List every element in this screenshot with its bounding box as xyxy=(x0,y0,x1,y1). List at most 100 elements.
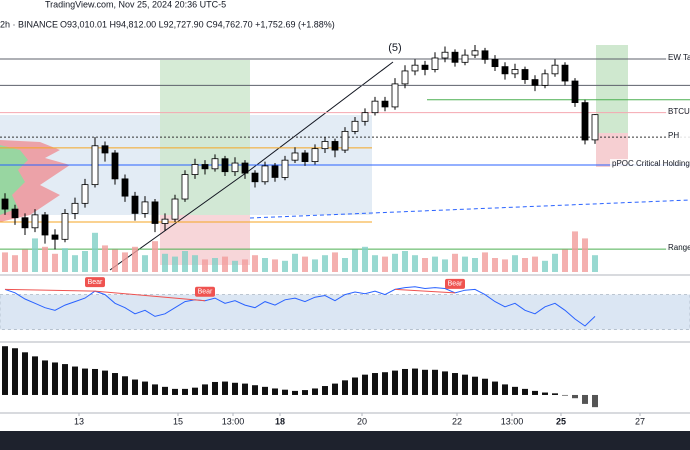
macd-bar xyxy=(362,374,368,395)
volume-bar xyxy=(402,251,408,272)
macd-bar xyxy=(222,381,228,395)
candle-body xyxy=(511,69,519,75)
candle-body xyxy=(141,201,149,214)
volume-bar xyxy=(462,256,468,272)
wave-line xyxy=(109,61,394,271)
candle-body xyxy=(161,218,169,224)
level-label: BTCU xyxy=(668,107,690,116)
candle-body xyxy=(311,148,319,163)
macd-bar xyxy=(62,364,68,395)
candle-body xyxy=(431,57,439,70)
candle-body xyxy=(341,130,349,151)
volume-bar xyxy=(432,256,438,272)
candle-body xyxy=(531,79,539,86)
volume-bar xyxy=(582,238,588,272)
volume-bar xyxy=(152,241,158,272)
macd-bar xyxy=(152,384,158,395)
macd-bar xyxy=(462,374,468,395)
ohlc: O93,010.01 H94,812.00 L92,727.90 C94,762… xyxy=(60,19,335,29)
macd-bar xyxy=(422,369,428,395)
level-label: EW Tar xyxy=(668,53,690,62)
volume-bar xyxy=(362,246,368,272)
x-tick-label: 20 xyxy=(357,416,367,426)
candle-body xyxy=(71,202,79,214)
x-tick-label: 15 xyxy=(173,416,183,426)
volume-bar xyxy=(352,249,358,272)
x-tick-label: 25 xyxy=(556,416,566,426)
macd-bar xyxy=(542,392,548,395)
volume-bar xyxy=(32,238,38,272)
candle-body xyxy=(291,152,299,161)
candle-body xyxy=(191,164,199,175)
volume-bar xyxy=(12,255,18,272)
bear-label: Bear xyxy=(88,279,103,286)
x-tick-label: 18 xyxy=(275,416,285,426)
candle-body xyxy=(581,102,589,141)
volume-bar xyxy=(292,253,298,272)
candle-body xyxy=(111,152,119,180)
toolbar xyxy=(0,431,690,450)
macd-bar xyxy=(572,394,578,399)
macd-bar xyxy=(582,394,588,404)
divergence-line xyxy=(394,288,456,294)
macd-bar xyxy=(32,356,38,395)
level-label-bg xyxy=(666,106,690,118)
volume-bar xyxy=(502,259,508,272)
macd-bar xyxy=(372,373,378,395)
macd-bar xyxy=(272,388,278,395)
macd-bar xyxy=(212,381,218,395)
volume-bar xyxy=(272,259,278,272)
bear-badge xyxy=(85,277,105,288)
candle-body xyxy=(381,100,389,108)
candle-body xyxy=(221,158,229,173)
volume-bar xyxy=(342,258,348,272)
volume-bar xyxy=(552,253,558,272)
bear-badge xyxy=(195,286,215,297)
symbol: 2h · BINANCE xyxy=(0,19,58,29)
candle-body xyxy=(521,69,529,80)
macd-bar xyxy=(102,370,108,395)
macd-bar xyxy=(352,377,358,395)
x-tick-label: 27 xyxy=(635,416,645,426)
candle-body xyxy=(201,164,209,170)
candle-body xyxy=(401,70,409,85)
macd-bar xyxy=(122,376,128,395)
macd-bar xyxy=(182,388,188,395)
candle-body xyxy=(121,178,129,197)
macd-bar xyxy=(262,386,268,395)
candle-body xyxy=(551,64,559,75)
candle-body xyxy=(491,59,499,68)
candle-body xyxy=(351,120,359,132)
candle-body xyxy=(51,234,59,240)
macd-bar xyxy=(292,390,298,395)
x-tick-label: 13:00 xyxy=(222,416,245,426)
candle-body xyxy=(421,64,429,70)
macd-bar xyxy=(112,373,118,395)
candle-body xyxy=(361,112,369,122)
candle-body xyxy=(591,114,599,141)
macd-bar xyxy=(562,394,568,396)
macd-bar xyxy=(92,368,98,395)
macd-bar xyxy=(412,368,418,395)
volume-bar xyxy=(232,260,238,272)
candle-body xyxy=(571,80,579,104)
volume-bar xyxy=(382,256,388,272)
rsi-line xyxy=(4,286,596,327)
volume-bar xyxy=(242,259,248,272)
candle-body xyxy=(61,213,69,240)
macd-bar xyxy=(132,379,138,395)
volume-bar xyxy=(112,249,118,272)
macd-bar xyxy=(442,371,448,395)
volume-bar xyxy=(202,259,208,272)
candle-body xyxy=(271,165,279,178)
candle-body xyxy=(451,51,459,63)
macd-bar xyxy=(72,366,78,395)
profile-buy xyxy=(0,145,28,215)
macd-bar xyxy=(392,370,398,395)
candle-body xyxy=(31,214,39,229)
candle-body xyxy=(261,165,269,183)
candle-body xyxy=(471,50,479,56)
macd-bar xyxy=(242,383,248,395)
volume-bar xyxy=(562,249,568,272)
